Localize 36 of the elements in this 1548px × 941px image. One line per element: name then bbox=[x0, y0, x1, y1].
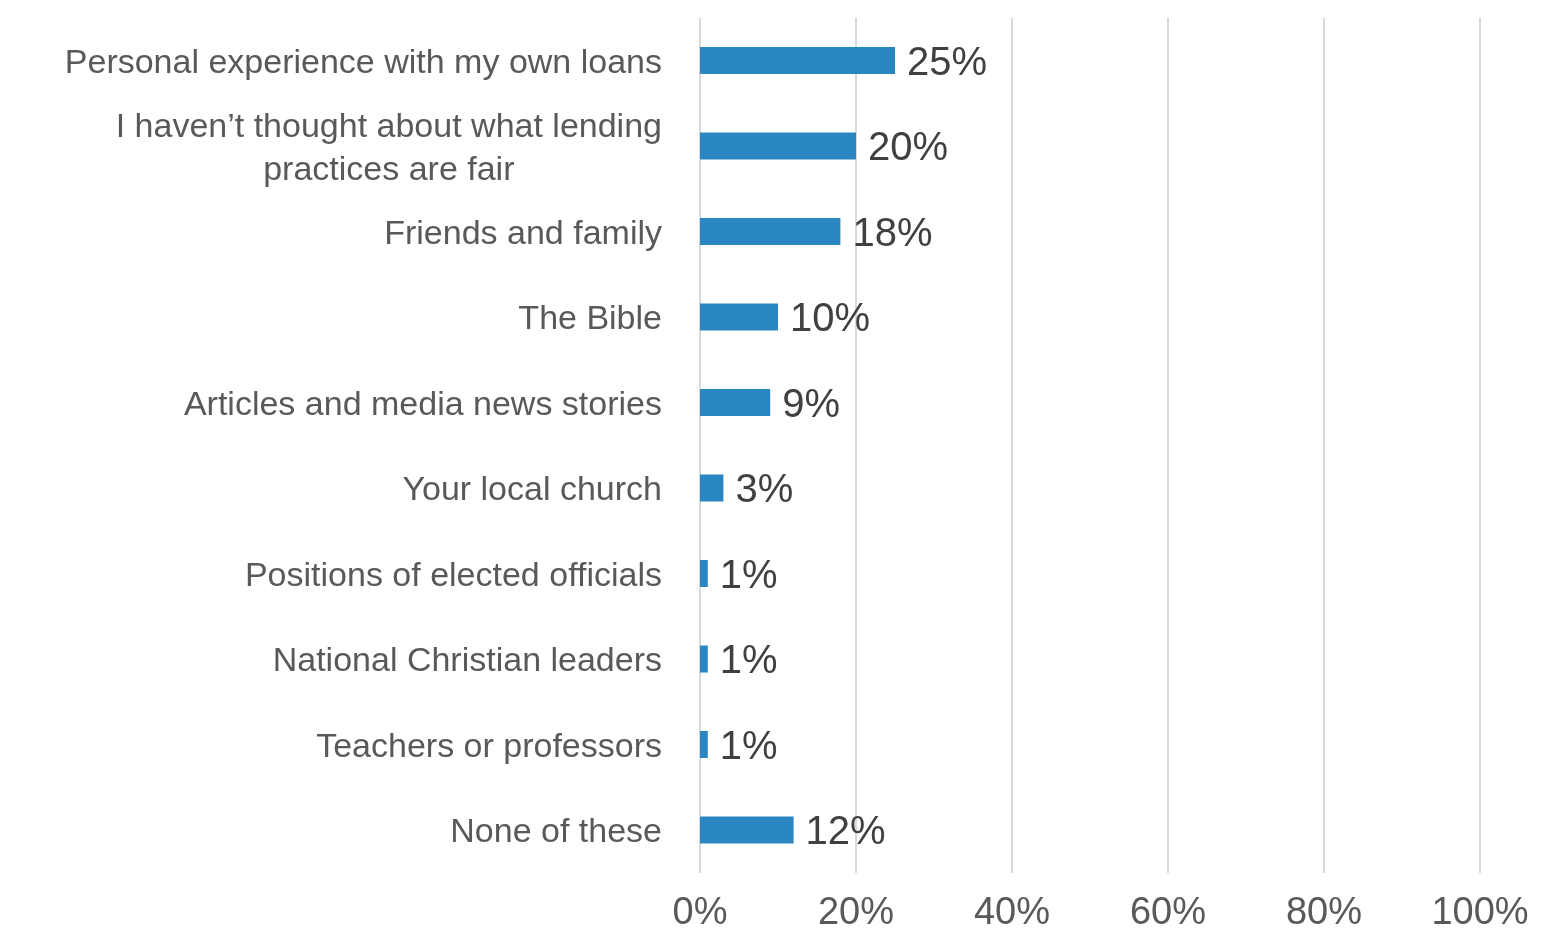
bar bbox=[700, 474, 724, 502]
bar bbox=[700, 731, 708, 758]
data-label: 20% bbox=[868, 124, 949, 168]
x-tick-label: 40% bbox=[973, 889, 1051, 932]
y-tick-label: Your local church bbox=[402, 469, 663, 508]
data-label: 10% bbox=[790, 295, 871, 339]
x-tick-label: 20% bbox=[817, 889, 895, 932]
x-tick-label: 80% bbox=[1285, 889, 1363, 932]
bar bbox=[700, 645, 708, 673]
y-tick-label: Articles and media news stories bbox=[183, 383, 662, 422]
bar bbox=[700, 560, 708, 587]
y-tick-label: The Bible bbox=[518, 298, 662, 337]
y-tick-label: None of these bbox=[450, 811, 662, 850]
y-tick-label: Friends and family bbox=[384, 212, 662, 251]
y-tick-label: Positions of elected officials bbox=[244, 554, 663, 593]
x-tick-label: 0% bbox=[672, 889, 728, 932]
bar bbox=[700, 816, 794, 844]
data-label: 1% bbox=[719, 637, 778, 681]
x-tick-label: 100% bbox=[1431, 889, 1529, 932]
bar bbox=[700, 389, 771, 416]
bar bbox=[700, 47, 895, 74]
data-label: 1% bbox=[719, 722, 778, 767]
data-label: 18% bbox=[852, 209, 933, 254]
x-tick-label: 60% bbox=[1129, 889, 1207, 932]
bar bbox=[700, 132, 856, 160]
y-tick-label: National Christian leaders bbox=[272, 640, 662, 679]
data-label: 1% bbox=[719, 551, 778, 596]
data-label: 12% bbox=[805, 808, 886, 852]
data-label: 25% bbox=[907, 38, 988, 83]
data-label: 3% bbox=[735, 466, 794, 510]
y-tick-label: I haven’t thought about what lending practices are fair bbox=[115, 105, 662, 187]
y-tick-label: Personal experience with my own loans bbox=[64, 41, 663, 80]
y-tick-label: Teachers or professors bbox=[316, 725, 662, 764]
bar bbox=[700, 218, 841, 245]
bar bbox=[700, 303, 778, 331]
data-label: 9% bbox=[782, 380, 841, 425]
